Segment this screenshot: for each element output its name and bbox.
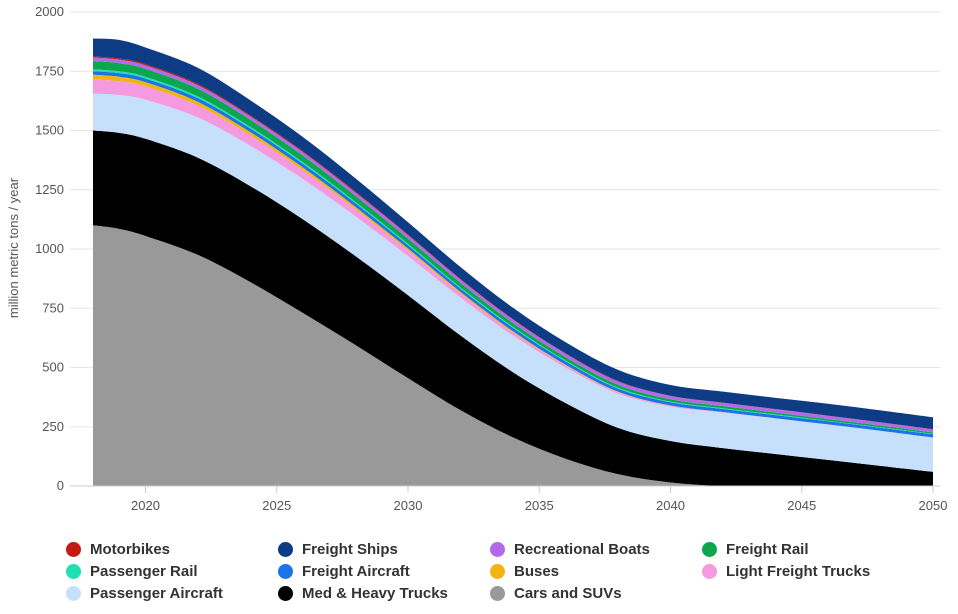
x-tick-label: 2020 (131, 498, 160, 513)
legend-swatch (66, 563, 81, 579)
legend-swatch (490, 585, 505, 601)
legend-item-cars-and-suvs[interactable]: Cars and SUVs (490, 582, 622, 604)
legend-swatch (702, 541, 717, 557)
legend-label: Freight Ships (302, 540, 398, 558)
legend-item-light-freight-trucks[interactable]: Light Freight Trucks (702, 560, 870, 582)
legend-item-freight-ships[interactable]: Freight Ships (278, 538, 398, 560)
legend-item-buses[interactable]: Buses (490, 560, 559, 582)
y-tick-label: 250 (42, 419, 64, 434)
x-tick-label: 2045 (787, 498, 816, 513)
legend-item-motorbikes[interactable]: Motorbikes (66, 538, 170, 560)
legend-label: Buses (514, 562, 560, 580)
y-tick-label: 2000 (35, 4, 64, 19)
y-axis-title: million metric tons / year (6, 177, 21, 318)
legend-swatch (278, 563, 293, 579)
legend-label: Passenger Aircraft (90, 584, 223, 602)
legend-label: Cars and SUVs (514, 584, 622, 602)
legend-item-med-heavy-trucks[interactable]: Med & Heavy Trucks (278, 582, 448, 604)
stacked-area-chart: 0 250 500 750 1000 1250 1500 1750 2000 2020 2025 20… (6, 4, 947, 513)
legend-swatch (490, 541, 505, 557)
legend-swatch (702, 563, 717, 579)
legend-swatch (278, 585, 293, 601)
legend-label: Motorbikes (90, 540, 171, 558)
legend-item-freight-aircraft[interactable]: Freight Aircraft (278, 560, 410, 582)
y-tick-label: 1000 (35, 241, 64, 256)
y-tick-label: 0 (57, 478, 64, 493)
y-tick-label: 500 (42, 360, 64, 375)
y-tick-label: 1500 (35, 123, 64, 138)
legend-label: Freight Aircraft (302, 562, 410, 580)
area-series-group (93, 38, 933, 487)
axes: 0 250 500 750 1000 1250 1500 1750 2000 2020 2025 20… (35, 4, 947, 513)
legend-swatch (490, 563, 505, 579)
legend-label: Med & Heavy Trucks (302, 584, 448, 602)
legend-swatch (278, 541, 293, 557)
legend-item-passenger-aircraft[interactable]: Passenger Aircraft (66, 582, 223, 604)
legend-label: Recreational Boats (514, 540, 650, 558)
legend-label: Passenger Rail (90, 562, 198, 580)
y-tick-label: 1250 (35, 182, 64, 197)
y-tick-label: 1750 (35, 63, 64, 78)
area-series-cars-and-suvs[interactable] (93, 225, 933, 487)
area-series-passenger-aircraft[interactable] (93, 93, 933, 472)
legend-label: Freight Rail (726, 540, 809, 558)
x-tick-label: 2025 (262, 498, 291, 513)
legend-swatch (66, 541, 81, 557)
x-tick-label: 2035 (525, 498, 554, 513)
legend-item-freight-rail[interactable]: Freight Rail (702, 538, 809, 560)
legend-label: Light Freight Trucks (726, 562, 871, 580)
x-tick-label: 2040 (656, 498, 685, 513)
legend-item-passenger-rail[interactable]: Passenger Rail (66, 560, 198, 582)
y-tick-label: 750 (42, 300, 64, 315)
legend-item-recreational-boats[interactable]: Recreational Boats (490, 538, 650, 560)
x-tick-label: 2050 (919, 498, 948, 513)
x-tick-label: 2030 (394, 498, 423, 513)
area-series-med-heavy-trucks[interactable] (93, 130, 933, 487)
legend-swatch (66, 585, 81, 601)
